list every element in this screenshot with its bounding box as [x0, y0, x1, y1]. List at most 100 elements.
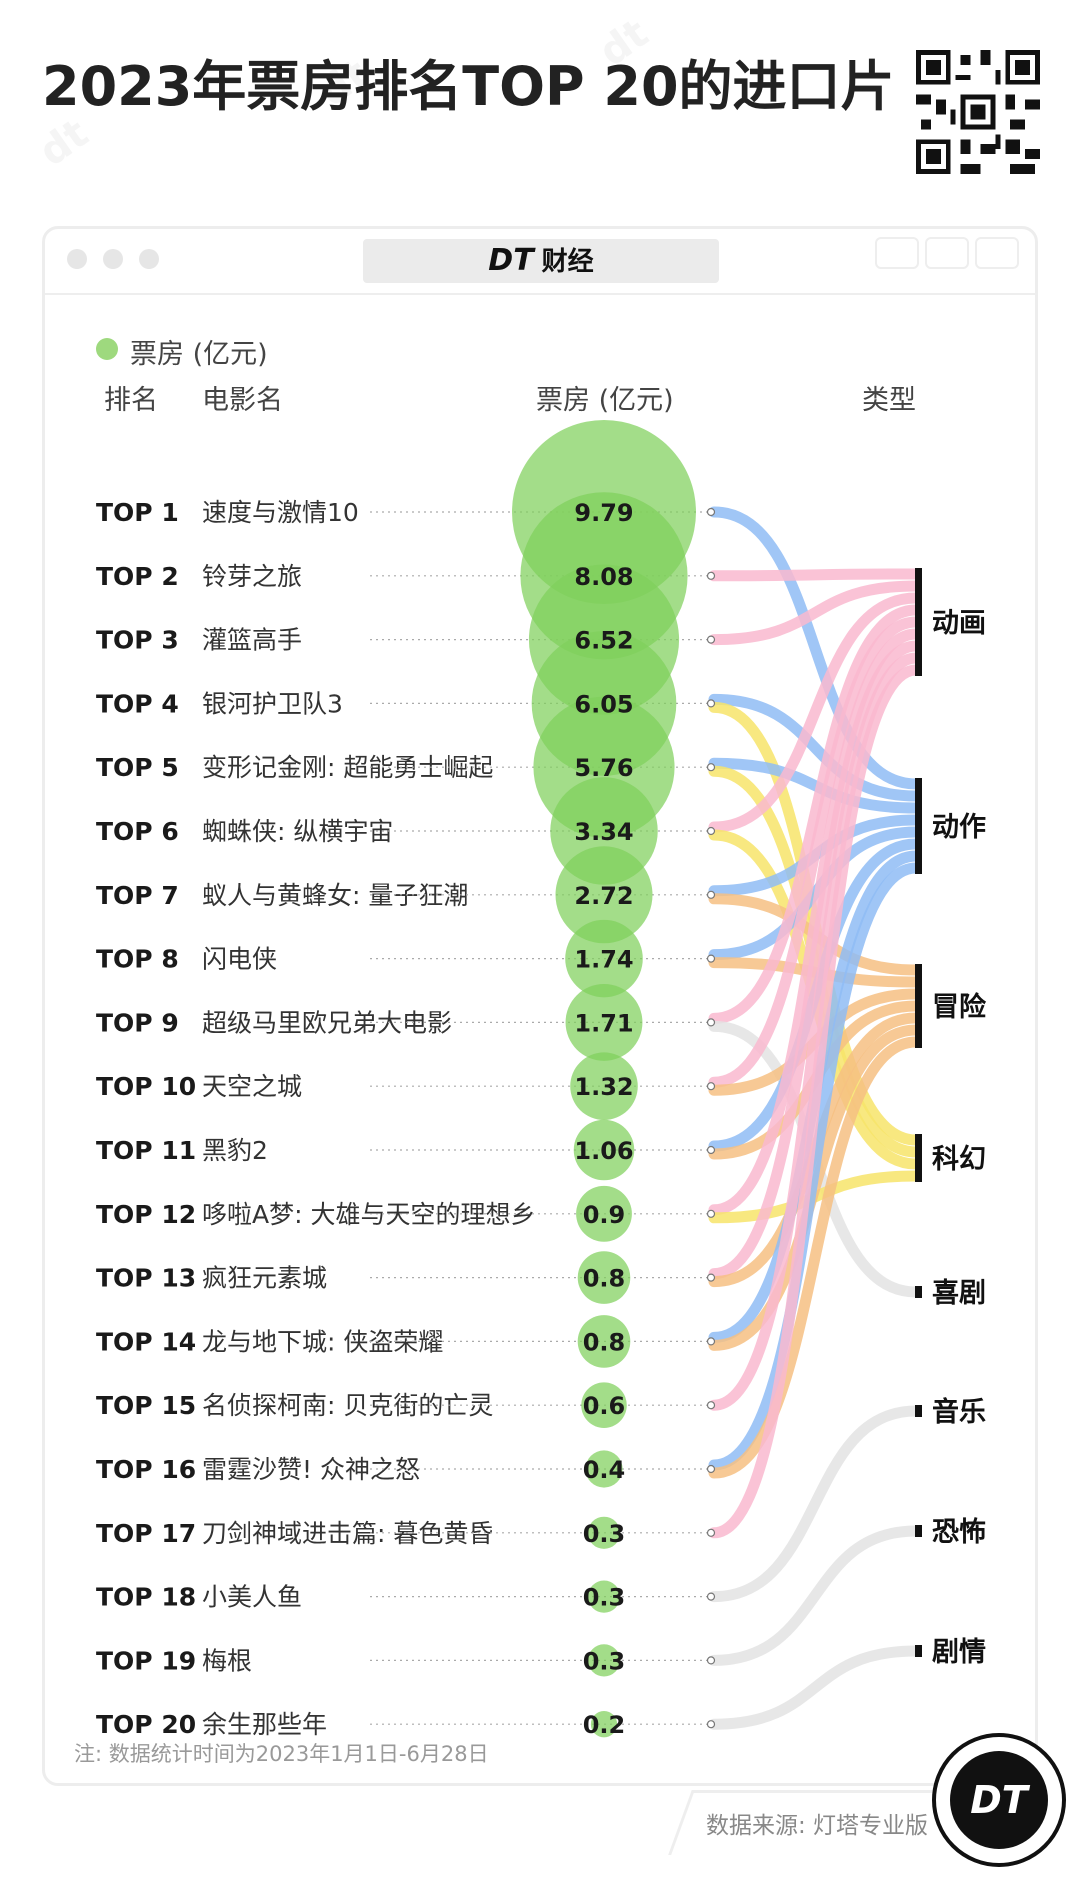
row-end-dot: [706, 1464, 716, 1474]
flow-link: [708, 580, 922, 646]
name-backdrop: [200, 561, 309, 591]
value-label: 0.4: [583, 1456, 626, 1484]
value-label: 6.52: [574, 627, 633, 655]
row-end-dot: [706, 1401, 716, 1410]
movie-name: 闪电侠: [202, 945, 277, 974]
genre-label: 恐怖: [932, 1516, 986, 1548]
bubble: [573, 1119, 635, 1181]
movie-name: 灌篮高手: [202, 626, 302, 655]
rank-label: TOP 3: [96, 626, 179, 655]
flow-link: [708, 1405, 922, 1603]
rank-label: TOP 5: [96, 753, 179, 782]
value-label: 8.08: [574, 563, 633, 591]
dt-logo-badge: DT: [932, 1733, 1066, 1867]
row-layer: TOP 1 速度与激情10 TOP 2 铃芽之旅 TOP 3 灌篮高手 TOP 4 银河护卫队…: [96, 498, 716, 1740]
row-end-dot: [706, 1528, 716, 1537]
name-backdrop: [200, 689, 349, 719]
rank-label: TOP 8: [96, 945, 179, 974]
bubble: [587, 1644, 621, 1677]
row-end-dot: [706, 1337, 716, 1346]
genre-label: 冒险: [932, 991, 987, 1023]
tab-brand: DT: [488, 243, 534, 278]
maximize-icon[interactable]: [139, 249, 159, 269]
window-icon[interactable]: [975, 237, 1019, 269]
name-backdrop: [200, 1072, 309, 1102]
dt-logo: DT: [950, 1751, 1048, 1849]
bubble: [587, 1516, 621, 1549]
movie-name: 余生那些年: [202, 1710, 327, 1739]
row-end-dot: [706, 635, 716, 644]
movie-name: 变形记金刚: 超能勇士崛起: [202, 753, 493, 782]
flow-link: [708, 604, 922, 1024]
genre-bar: [915, 568, 922, 676]
rank-label: TOP 14: [96, 1327, 196, 1356]
bubble: [587, 1580, 621, 1613]
movie-name: 超级马里欧兄弟大电影: [202, 1008, 452, 1037]
rank-label: TOP 9: [96, 1008, 179, 1037]
flow-layer: [708, 506, 922, 1730]
share-icon[interactable]: [925, 237, 969, 269]
movie-name: 蜘蛛侠: 纵横宇宙: [202, 817, 393, 846]
window-titlebar: DT 财经: [45, 229, 1035, 295]
name-backdrop: [200, 944, 284, 974]
rank-label: TOP 7: [96, 881, 179, 910]
rank-label: TOP 10: [96, 1072, 196, 1101]
value-label: 9.79: [574, 499, 633, 527]
close-icon[interactable]: [67, 249, 87, 269]
row-end-dot: [706, 507, 716, 517]
record-icon[interactable]: [875, 237, 919, 269]
flow-link: [708, 616, 922, 1088]
value-label: 0.3: [583, 1584, 626, 1612]
header-movie: 电影名: [202, 385, 283, 416]
value-label: 0.3: [583, 1647, 626, 1675]
bubble: [577, 1251, 631, 1304]
genre-label: 喜剧: [932, 1278, 986, 1309]
genre-bar: [915, 1405, 922, 1417]
bubble: [576, 1185, 632, 1242]
legend-swatch: [96, 338, 118, 360]
window-tab[interactable]: DT 财经: [363, 239, 719, 283]
value-label: 1.06: [574, 1137, 633, 1165]
legend-label: 票房 (亿元): [130, 339, 268, 370]
name-backdrop: [200, 880, 475, 910]
name-backdrop: [200, 1136, 274, 1165]
rank-label: TOP 6: [96, 817, 179, 846]
rank-label: TOP 17: [96, 1519, 196, 1548]
flow-link: [708, 1525, 922, 1666]
flow-link: [708, 652, 922, 1411]
value-label: 1.71: [574, 1009, 633, 1037]
genre-bar: [915, 1134, 922, 1182]
minimize-icon[interactable]: [103, 249, 123, 269]
value-label: 0.6: [583, 1392, 626, 1420]
row-end-dot: [706, 1018, 716, 1027]
genre-label: 剧情: [932, 1637, 986, 1668]
flow-link: [708, 592, 922, 833]
rank-label: TOP 15: [96, 1391, 196, 1420]
rank-label: TOP 20: [96, 1710, 196, 1739]
bubble: [565, 983, 643, 1061]
movie-name: 蚁人与黄蜂女: 量子狂潮: [202, 881, 468, 910]
rank-label: TOP 1: [96, 498, 179, 527]
row-end-dot: [706, 699, 716, 708]
flow-link: [708, 568, 922, 582]
name-backdrop: [200, 1582, 309, 1612]
genre-label: 动画: [932, 608, 986, 639]
flow-link: [708, 693, 922, 802]
bubble: [581, 1382, 627, 1428]
row-end-dot: [706, 1592, 716, 1601]
flow-link: [708, 506, 922, 790]
genre-label: 科幻: [932, 1144, 986, 1175]
movie-name: 小美人鱼: [202, 1583, 302, 1612]
genre-bar: [915, 1286, 922, 1298]
movie-name: 疯狂元素城: [202, 1264, 327, 1293]
value-label: 6.05: [574, 690, 633, 718]
genre-label: 音乐: [932, 1396, 986, 1428]
bubble: [577, 1315, 631, 1368]
footnote: 注: 数据统计时间为2023年1月1日-6月28日: [74, 1742, 489, 1766]
row-end-dot: [706, 763, 716, 772]
flow-link: [708, 640, 922, 1280]
row-end-dot: [706, 826, 716, 836]
movie-name: 梅根: [202, 1646, 252, 1675]
flow-link: [708, 862, 922, 1471]
